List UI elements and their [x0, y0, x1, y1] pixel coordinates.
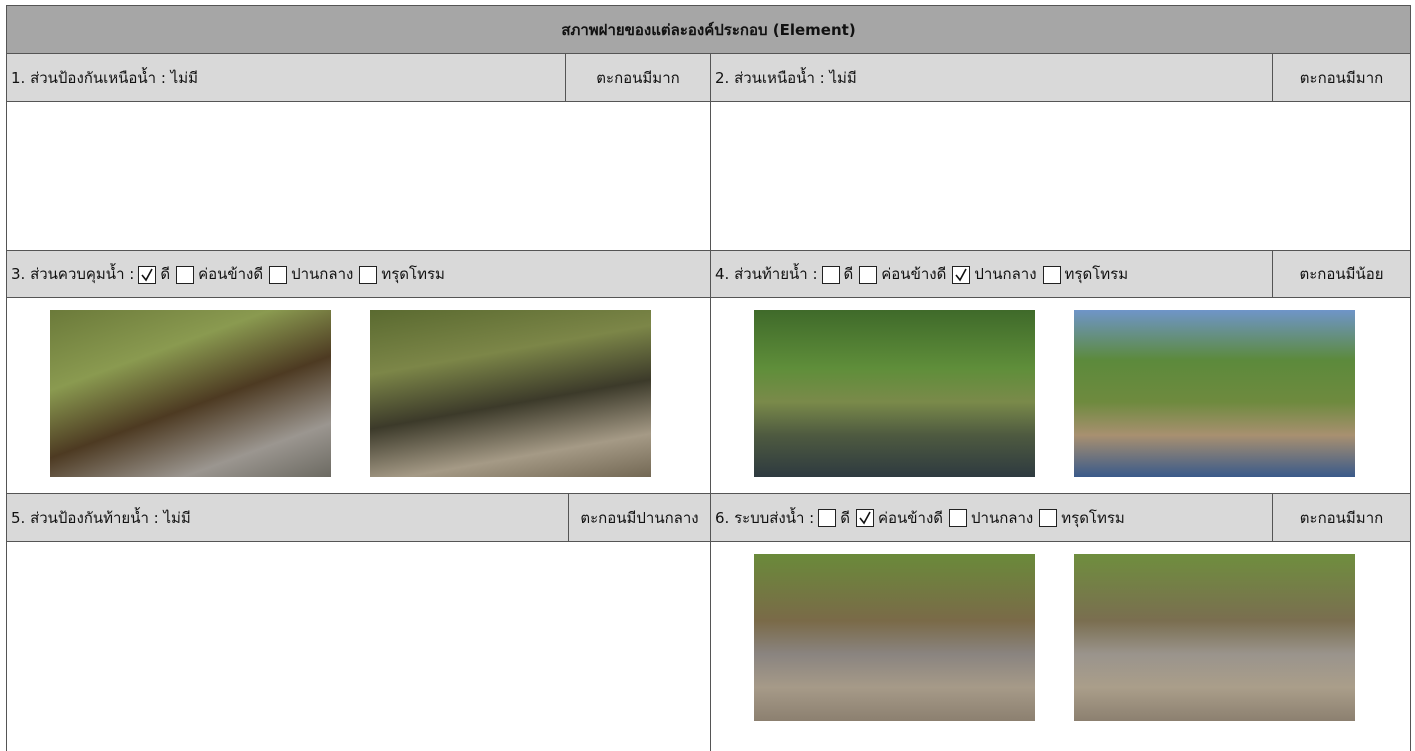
option-text: ปานกลาง: [291, 265, 354, 283]
option-text: ค่อนข้างดี: [881, 265, 947, 283]
checkbox: [952, 265, 971, 284]
options: ดี ค่อนข้างดี ปานกลาง ทรุดโทรม: [814, 506, 1127, 530]
checkbox: [1039, 509, 1058, 527]
photo-cell: [6, 541, 711, 751]
checkbox: [821, 265, 840, 284]
photo: [754, 310, 1035, 477]
section-status: ตะกอนมีมาก: [565, 53, 711, 102]
label-text: 6. ระบบส่งน้ำ :: [715, 508, 815, 527]
photo: [370, 310, 651, 477]
section-label: 5. ส่วนป้องกันท้ายน้ำ : ไม่มี: [6, 493, 569, 542]
check-mark: [141, 268, 154, 281]
section-status: ตะกอนมีปานกลาง: [568, 493, 711, 542]
checkbox: [269, 265, 288, 284]
checkbox: [855, 509, 874, 527]
table-title: สภาพฝายของแต่ละองค์ประกอบ (Element): [6, 5, 1411, 54]
photo-cell: [6, 101, 711, 251]
option-text: ดี: [843, 265, 854, 283]
section-label: 1. ส่วนป้องกันเหนือน้ำ : ไม่มี: [6, 53, 566, 102]
checkbox: [859, 265, 878, 284]
checkbox: [818, 509, 837, 527]
option-text: ดี: [840, 508, 850, 527]
checkbox: [176, 265, 195, 284]
option-text: ค่อนข้างดี: [877, 508, 944, 527]
checkbox: [138, 265, 157, 284]
option-text: ค่อนข้างดี: [198, 265, 264, 283]
photo: [50, 310, 331, 477]
option-text: ปานกลาง: [974, 265, 1037, 283]
label-text: 4. ส่วนท้ายน้ำ :: [715, 265, 818, 283]
check-stroke: [955, 268, 968, 281]
checkbox: [949, 509, 968, 527]
options: ดี ค่อนข้างดี ปานกลาง ทรุดโทรม: [134, 262, 447, 286]
section-label: 2. ส่วนเหนือน้ำ : ไม่มี: [710, 53, 1273, 102]
check-mark: [955, 268, 968, 281]
photo: [1074, 554, 1355, 721]
section-label: 6. ระบบส่งน้ำ : ดี ค่อนข้างดี ปานกลาง ทรุดโท…: [710, 493, 1273, 542]
options: ดี ค่อนข้างดี ปานกลาง ทรุดโทรม: [818, 262, 1131, 286]
section-label: 3. ส่วนควบคุมน้ำ : ดี ค่อนข้างดี ปานกลาง ทรุ…: [6, 250, 711, 298]
photo: [1074, 310, 1355, 477]
section-status: ตะกอนมีมาก: [1272, 493, 1411, 542]
checkbox: [359, 265, 378, 284]
photo: [754, 554, 1035, 721]
check-stroke: [141, 268, 154, 281]
section-status: ตะกอนมีมาก: [1272, 53, 1411, 102]
option-text: ดี: [160, 265, 171, 283]
option-text: ทรุดโทรม: [381, 265, 445, 283]
section-label: 4. ส่วนท้ายน้ำ : ดี ค่อนข้างดี ปานกลาง ทรุดโ…: [710, 250, 1273, 298]
section-status: ตะกอนมีน้อย: [1272, 250, 1411, 298]
label-text: 3. ส่วนควบคุมน้ำ :: [11, 265, 135, 283]
check-mark: [859, 511, 871, 525]
option-text: ปานกลาง: [971, 508, 1034, 527]
option-text: ทรุดโทรม: [1061, 508, 1125, 527]
photo-cell: [710, 101, 1411, 251]
option-text: ทรุดโทรม: [1064, 265, 1129, 283]
checkbox: [1042, 265, 1061, 284]
check-stroke: [859, 511, 871, 525]
